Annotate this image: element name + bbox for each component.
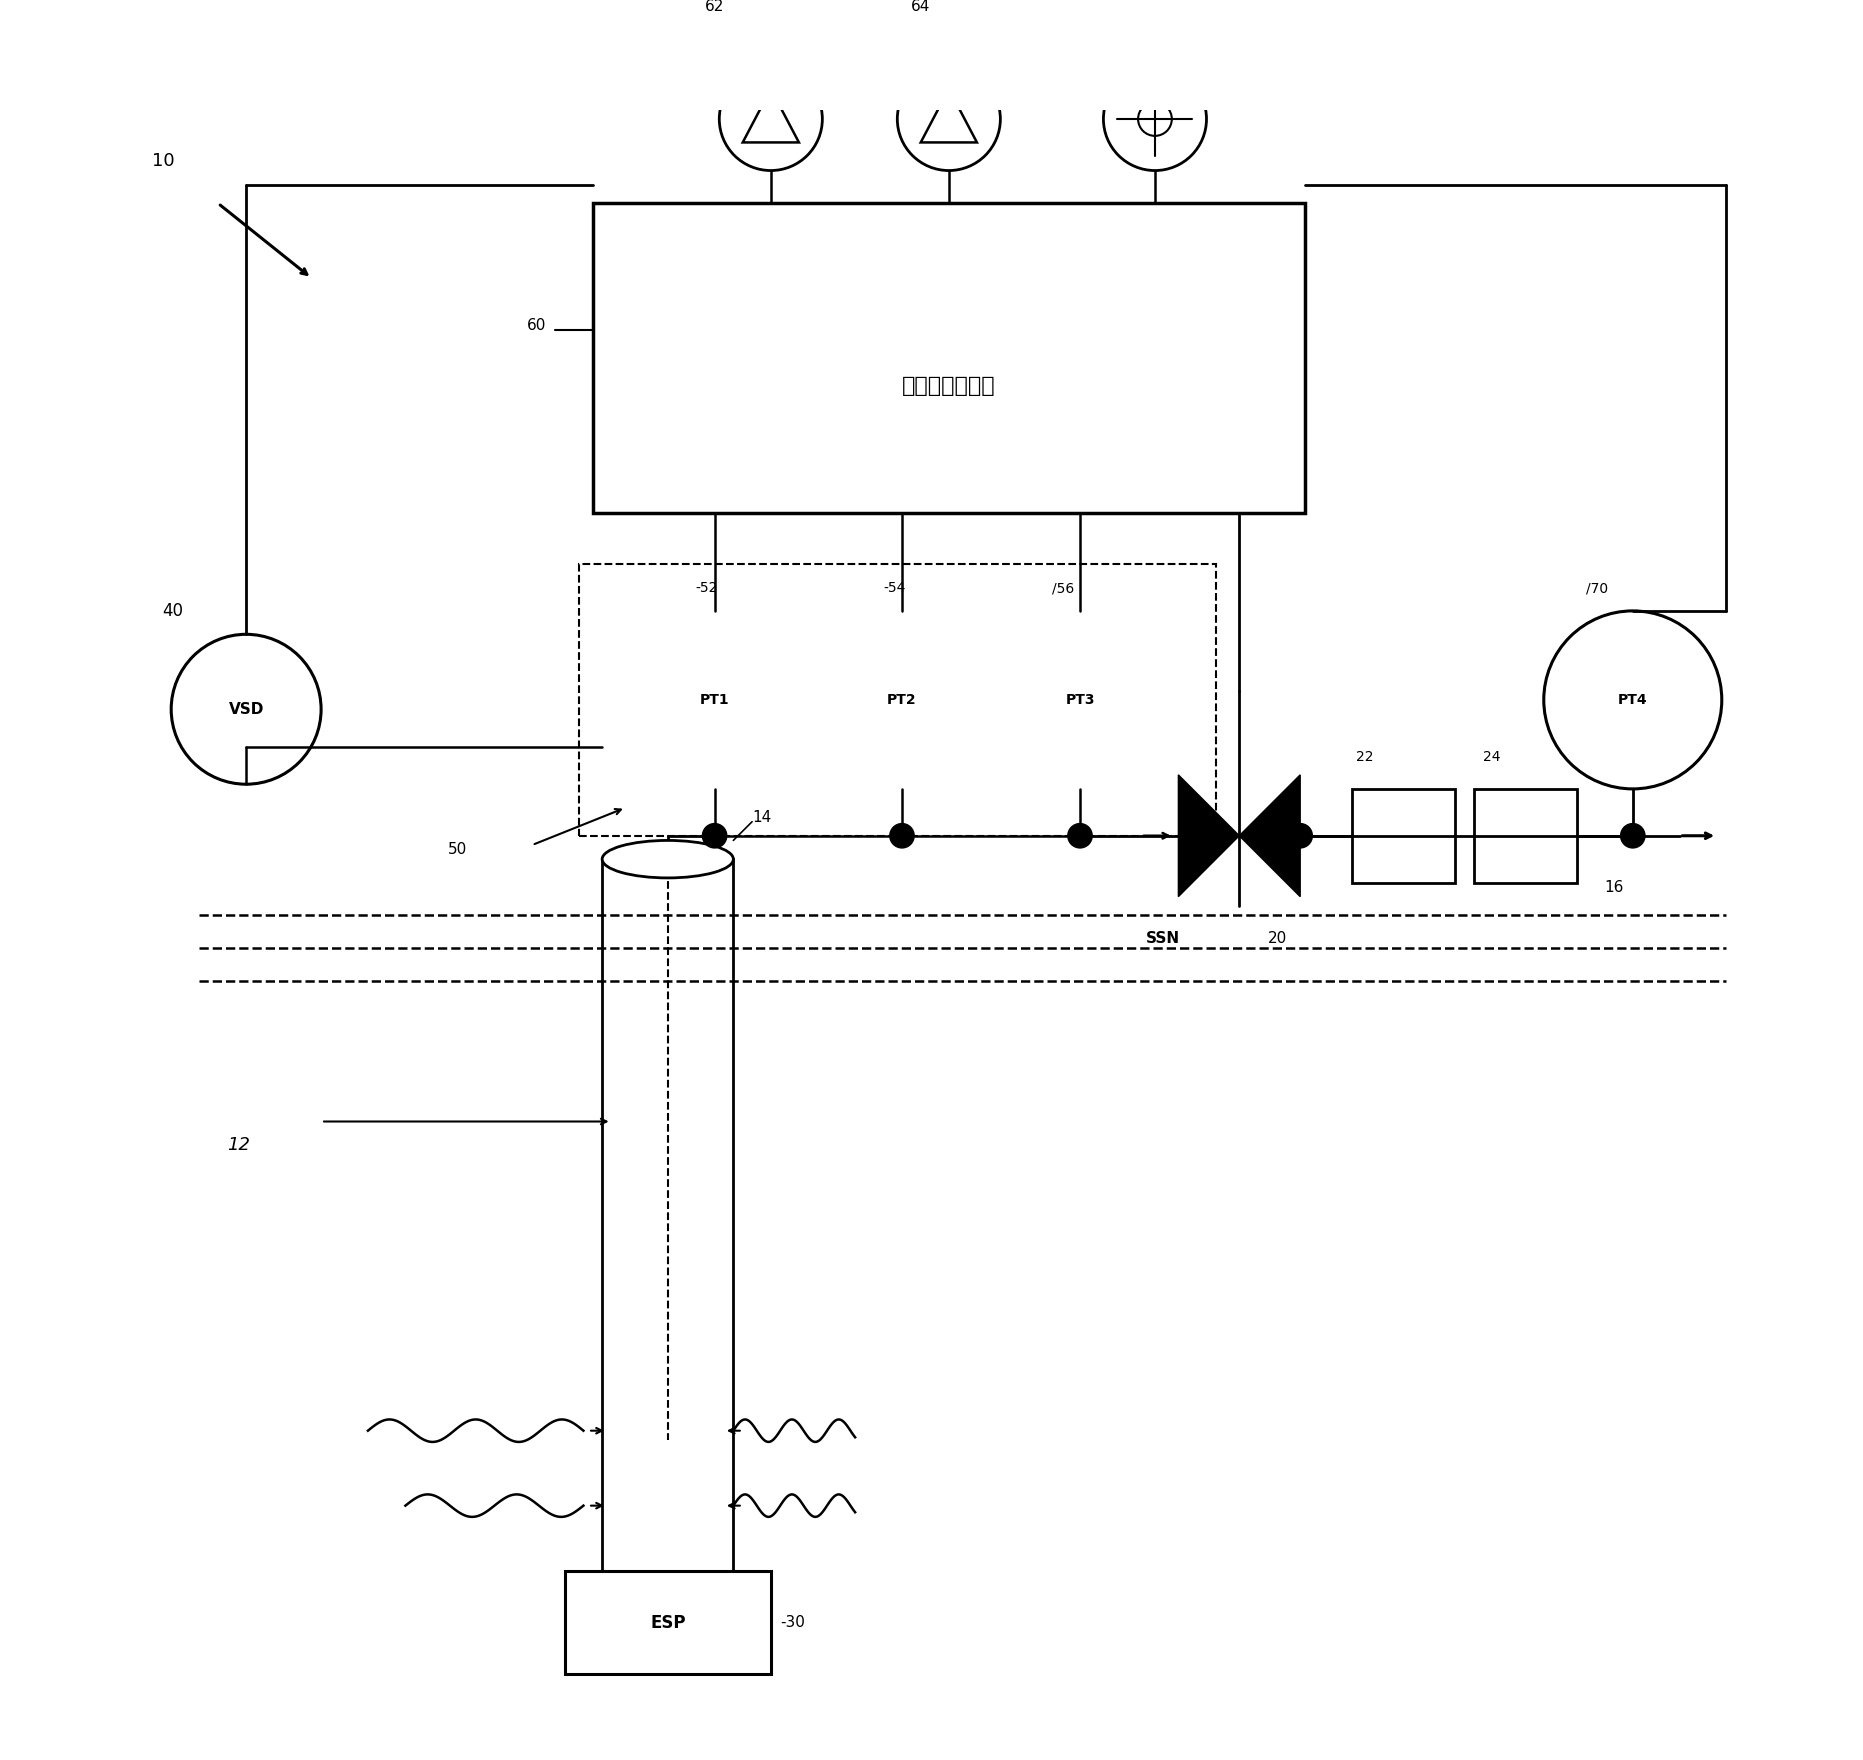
- Text: -30: -30: [781, 1616, 805, 1630]
- Circle shape: [1544, 611, 1721, 788]
- Circle shape: [1067, 824, 1092, 848]
- Bar: [1474, 788, 1576, 882]
- Text: 12: 12: [227, 1135, 250, 1153]
- Circle shape: [1138, 102, 1172, 136]
- Circle shape: [991, 611, 1168, 788]
- Text: 14: 14: [753, 810, 771, 825]
- Circle shape: [1103, 67, 1207, 171]
- Circle shape: [171, 634, 320, 785]
- Bar: [602, 859, 734, 1572]
- Text: 60: 60: [527, 319, 546, 333]
- Text: 24: 24: [1483, 750, 1500, 764]
- Bar: [1353, 788, 1455, 882]
- Text: 安全逻辑解算器: 安全逻辑解算器: [902, 377, 995, 396]
- Polygon shape: [1239, 774, 1300, 896]
- Text: 16: 16: [1604, 880, 1625, 896]
- Text: PT3: PT3: [1066, 693, 1095, 708]
- Circle shape: [1621, 824, 1645, 848]
- Text: 50: 50: [447, 843, 468, 857]
- Text: -54: -54: [883, 581, 905, 595]
- Text: 22: 22: [1356, 750, 1373, 764]
- Text: VSD: VSD: [229, 702, 265, 716]
- Text: PT4: PT4: [1617, 693, 1647, 708]
- Text: PT2: PT2: [887, 693, 917, 708]
- Polygon shape: [1179, 774, 1239, 896]
- Text: 20: 20: [1267, 931, 1287, 947]
- Text: -52: -52: [697, 581, 719, 595]
- Text: ESP: ESP: [650, 1614, 686, 1632]
- Text: 10: 10: [153, 151, 175, 171]
- Text: /56: /56: [1053, 581, 1075, 595]
- Text: 62: 62: [706, 0, 725, 14]
- Circle shape: [1287, 824, 1312, 848]
- Circle shape: [626, 611, 803, 788]
- Text: 64: 64: [911, 0, 932, 14]
- Bar: [564, 1572, 771, 1674]
- Bar: [592, 204, 1304, 512]
- Ellipse shape: [602, 841, 734, 878]
- Text: SSN: SSN: [1146, 931, 1179, 947]
- Circle shape: [891, 824, 915, 848]
- Text: 40: 40: [162, 602, 183, 620]
- Circle shape: [898, 67, 1000, 171]
- Circle shape: [702, 824, 727, 848]
- Circle shape: [812, 611, 991, 788]
- Bar: [579, 563, 1217, 836]
- Text: PT1: PT1: [700, 693, 730, 708]
- Circle shape: [719, 67, 822, 171]
- Text: /70: /70: [1585, 581, 1608, 595]
